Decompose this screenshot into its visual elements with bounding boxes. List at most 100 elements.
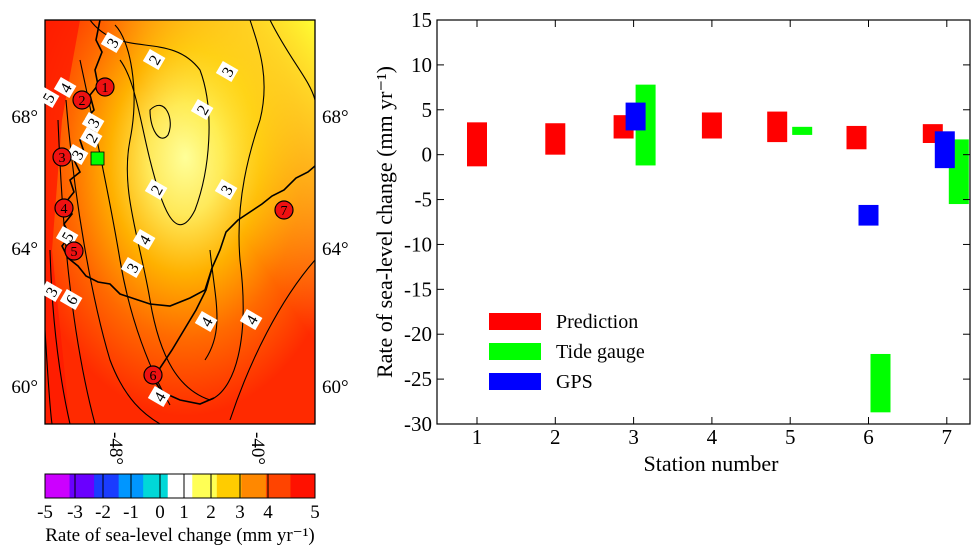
x-axis-label: Station number (643, 451, 779, 476)
station-marker: 6 (143, 365, 163, 385)
bar-tide-gauge (870, 353, 891, 413)
colorbar-cell (265, 474, 291, 498)
colorbar-cell (94, 474, 120, 498)
lat-label-left: 64° (11, 239, 38, 260)
colorbar-tick-label: -2 (95, 502, 111, 523)
contour-label: 2 (190, 98, 214, 121)
lat-label-right: 60° (322, 377, 349, 398)
colorbar-cell (216, 474, 242, 498)
bar-prediction (701, 112, 722, 139)
bar-prediction (846, 125, 867, 150)
bar-chart: 15 10 5 0 -5 -10 -15 -20 -25 -30 1 2 3 4 5 6 7 Station … (372, 8, 971, 476)
y-tick-label: 0 (422, 143, 433, 167)
contour-label: 3 (120, 256, 144, 279)
y-tick-label: -20 (404, 322, 432, 346)
x-ticks: 1 2 3 4 5 6 7 (472, 20, 952, 449)
legend-label: GPS (556, 371, 593, 393)
legend-label: Tide gauge (556, 341, 645, 363)
legend: Prediction Tide gauge GPS (489, 311, 645, 393)
colorbar-cell (241, 474, 267, 498)
contour-label: 2 (144, 178, 168, 201)
y-tick-label: 5 (422, 98, 433, 122)
contour-label: 2 (79, 126, 103, 149)
station-marker: 7 (274, 200, 294, 220)
bar-prediction (545, 123, 566, 155)
station-number: 7 (281, 204, 288, 219)
colorbar-cell (192, 474, 218, 498)
y-axis-label: Rate of sea-level change (mm yr⁻¹) (372, 66, 397, 378)
contour-label: 6 (59, 288, 83, 311)
contour-label: 2 (142, 48, 166, 71)
lat-label-left: 68° (11, 107, 38, 128)
tide-gauge-marker (90, 151, 105, 166)
y-tick-label: 15 (411, 8, 432, 32)
y-ticks: 15 10 5 0 -5 -10 -15 -20 -25 -30 (404, 8, 970, 436)
x-tick-label: 5 (785, 425, 796, 449)
station-number: 2 (79, 94, 86, 109)
x-tick-label: 1 (472, 425, 483, 449)
y-tick-label: -15 (404, 277, 432, 301)
station-marker: 4 (54, 198, 74, 218)
contour-label: 3 (214, 178, 238, 201)
y-tick-label: -10 (404, 232, 432, 256)
bar-tide-gauge (792, 126, 813, 135)
colorbar-cell (45, 474, 71, 498)
x-tick-label: 2 (550, 425, 561, 449)
station-marker: 3 (52, 147, 72, 167)
bar-prediction (767, 111, 788, 143)
legend-item: Prediction (489, 311, 638, 333)
contour-label: 3 (39, 280, 63, 303)
contour-label: 5 (36, 86, 60, 109)
contour-label: 4 (194, 310, 218, 333)
colorbar-cell (167, 474, 193, 498)
colorbar-cell (143, 474, 169, 498)
legend-swatch (489, 313, 541, 330)
colorbar-tick-label: 4 (263, 502, 273, 523)
colorbar-tick-label: 0 (155, 502, 165, 523)
station-marker: 1 (95, 77, 115, 97)
colorbar: -5 -3 -2 -1 0 1 2 3 4 5 Rate of sea-level change … (37, 473, 320, 546)
y-tick-label: -5 (415, 188, 433, 212)
contour-label: 3 (81, 111, 105, 134)
legend-item: Tide gauge (489, 341, 645, 363)
lon-label: -48° (105, 432, 126, 465)
contour-label: 4 (239, 308, 263, 331)
bar-gps (625, 102, 646, 131)
station-number: 4 (61, 202, 68, 217)
contour-label: 4 (53, 76, 77, 99)
colorbar-label: Rate of sea-level change (mm yr⁻¹) (45, 525, 314, 546)
legend-swatch (489, 373, 541, 390)
lon-label: -40° (247, 432, 268, 465)
contour-label: 3 (65, 143, 89, 166)
colorbar-tick-label: 2 (206, 502, 216, 523)
colorbar-tick-label: 1 (179, 502, 189, 523)
lat-label-right: 68° (322, 107, 349, 128)
west-cold-band (45, 20, 80, 424)
x-tick-label: 6 (863, 425, 874, 449)
station-marker: 5 (64, 241, 84, 261)
colorbar-tick-label: 5 (310, 502, 320, 523)
contour-label: 4 (147, 385, 171, 408)
bar-gps (934, 131, 955, 169)
contour-label: 3 (215, 60, 239, 83)
y-tick-label: -25 (404, 367, 432, 391)
legend-label: Prediction (556, 311, 638, 333)
y-tick-label: -30 (404, 412, 432, 436)
lat-label-right: 64° (322, 239, 349, 260)
plot-frame (436, 19, 971, 425)
x-tick-label: 3 (628, 425, 639, 449)
contour-label: 4 (132, 228, 156, 251)
colorbar-tick-label: -1 (123, 502, 139, 523)
station-number: 3 (59, 151, 66, 166)
station-number: 1 (102, 81, 109, 96)
x-tick-label: 4 (707, 425, 718, 449)
legend-item: GPS (489, 371, 593, 393)
bar-prediction (467, 122, 487, 167)
lat-label-left: 60° (11, 377, 38, 398)
y-tick-label: 10 (411, 53, 432, 77)
south-coastline (153, 267, 215, 405)
